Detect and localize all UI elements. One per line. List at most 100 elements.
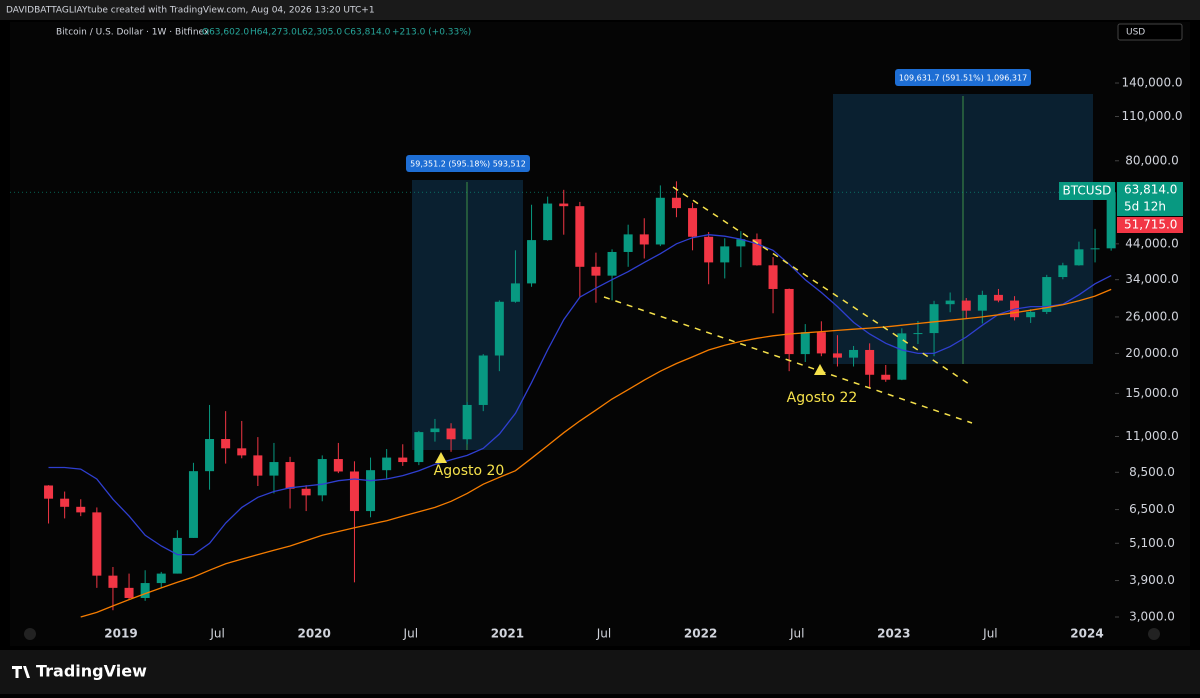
ohlc-low: L62,305.0 [297, 28, 342, 38]
candle-body [832, 353, 842, 358]
candle-body [317, 459, 327, 496]
candle-body [1058, 265, 1068, 278]
ohlc-high: H64,273.0 [250, 28, 297, 38]
brand: TradingView [36, 662, 147, 681]
candle-body [301, 488, 311, 496]
last-price: 63,814.0 [1124, 183, 1177, 197]
y-tick-label: 80,000.0 [1125, 153, 1178, 167]
candle-body [993, 294, 1003, 301]
candle-body [1074, 249, 1084, 266]
candle-body [752, 239, 762, 266]
candle-body [623, 234, 633, 252]
candle-body [253, 455, 263, 476]
candle-body [784, 288, 794, 355]
candle-body [1106, 192, 1116, 249]
x-tick-label: Jul [789, 627, 804, 641]
footer [0, 650, 1200, 694]
y-tick-label: 44,000.0 [1125, 236, 1178, 250]
candle-body [349, 471, 359, 512]
candle-body [510, 283, 520, 302]
y-tick-label: 11,000.0 [1125, 429, 1178, 443]
candle-body [720, 246, 730, 263]
candle-body [977, 294, 987, 311]
candle-body [333, 459, 343, 472]
candle-body [237, 448, 247, 456]
x-tick-label: 2023 [877, 627, 910, 641]
chart-title: Bitcoin / U.S. Dollar · 1W · Bitfinex [56, 28, 210, 38]
candle-body [188, 471, 198, 538]
y-tick-label: 3,900.0 [1129, 573, 1175, 587]
measure-label: 59,351.2 (595.18%) 593,512 [410, 160, 526, 169]
candle-body [398, 457, 408, 463]
x-tick-label: 2022 [684, 627, 717, 641]
candle-body [639, 234, 649, 245]
measure-pill [406, 155, 530, 172]
candle-body [285, 462, 295, 489]
candle-body [221, 439, 231, 449]
candle-body [768, 265, 778, 289]
candle-body [671, 197, 681, 209]
currency: USD [1126, 28, 1145, 38]
y-tick-label: 34,000.0 [1125, 272, 1178, 286]
price-label [1117, 182, 1183, 216]
candle-body [414, 432, 424, 463]
symbol: BTCUSD [1063, 184, 1112, 198]
candle-body [913, 333, 923, 335]
x-tick-label: 2021 [491, 627, 524, 641]
warning-icon [814, 364, 826, 375]
candle-body [881, 374, 891, 380]
x-tick-label: Jul [403, 627, 418, 641]
moving-average [80, 288, 1112, 618]
candle-body [543, 203, 553, 241]
credit: DAVIDBATTAGLIAYtube created with Trading… [6, 6, 375, 16]
auto-button[interactable] [1148, 628, 1160, 640]
candle-body [269, 462, 279, 476]
candle-body [704, 236, 714, 263]
candle-body [897, 333, 907, 380]
candle-body [559, 203, 569, 207]
candle-body [124, 587, 134, 598]
y-tick-label: 20,000.0 [1125, 346, 1178, 360]
annotation: Agosto 22 [787, 390, 858, 406]
candle-body [688, 208, 698, 237]
y-tick-label: 6,500.0 [1129, 502, 1175, 516]
y-tick-label: 15,000.0 [1125, 386, 1178, 400]
candle-body [205, 439, 215, 472]
candle-body [140, 583, 150, 598]
other-price: 51,715.0 [1124, 218, 1177, 232]
moving-average [48, 234, 1112, 556]
symbol-label [1059, 182, 1115, 200]
zoom-button[interactable] [24, 628, 36, 640]
y-tick-label: 3,000.0 [1129, 610, 1175, 624]
warning-icon [435, 452, 447, 463]
candle-body [382, 457, 392, 471]
candle-body [865, 349, 875, 375]
candle-body [800, 332, 810, 355]
currency-box[interactable] [1117, 23, 1183, 41]
y-tick-label: 5,100.0 [1129, 536, 1175, 550]
candle-body [446, 428, 456, 440]
candle-body [1090, 248, 1100, 250]
candle-body [575, 206, 585, 267]
y-tick-label: 26,000.0 [1125, 309, 1178, 323]
x-tick-label: Jul [209, 627, 224, 641]
ohlc-close: C63,814.0 [344, 28, 391, 38]
candle-body [816, 332, 826, 354]
candle-body [92, 512, 102, 576]
countdown: 5d 12h [1124, 200, 1166, 214]
candle-body [60, 498, 70, 507]
trend-line [603, 296, 973, 424]
candle-body [76, 506, 86, 513]
x-tick-label: Jul [596, 627, 611, 641]
ohlc-open: O63,602.0 [202, 28, 249, 38]
candle-body [736, 239, 746, 247]
logo [12, 666, 30, 678]
candle-body [494, 301, 504, 356]
y-tick-label: 110,000.0 [1121, 109, 1182, 123]
candle-body [945, 300, 955, 305]
candle-body [527, 240, 537, 284]
x-tick-label: 2019 [104, 627, 137, 641]
candle-body [929, 304, 939, 334]
candle-body [156, 573, 166, 584]
